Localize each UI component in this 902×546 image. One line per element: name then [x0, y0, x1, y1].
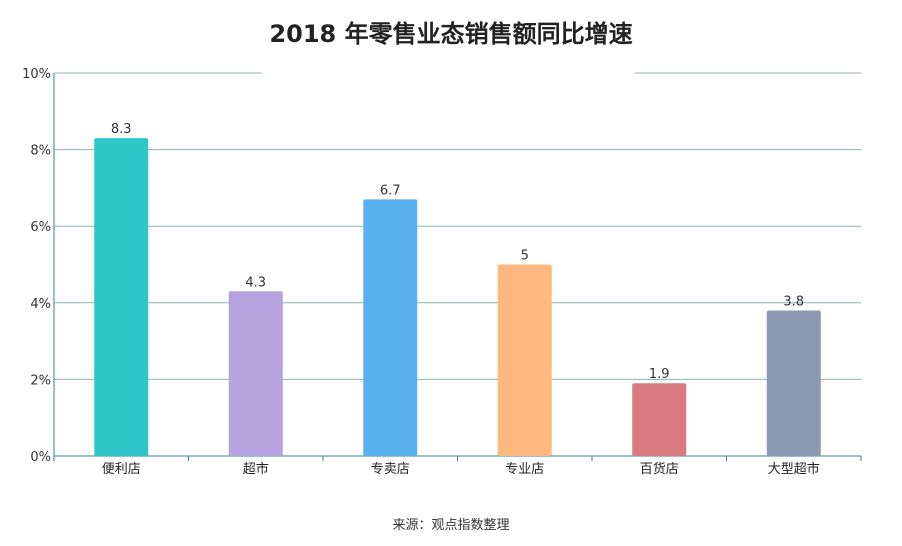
y-tick-label: 10% — [22, 67, 51, 82]
data-label: 5 — [521, 249, 529, 264]
x-tick-label: 便利店 — [102, 462, 141, 477]
chart-title: 2018 年零售业态销售额同比增速 — [269, 20, 633, 48]
data-label: 6.7 — [380, 183, 401, 198]
bar — [766, 310, 821, 456]
source-note: 来源：观点指数整理 — [392, 518, 510, 533]
y-tick-label: 6% — [30, 220, 51, 235]
x-tick-label: 百货店 — [640, 461, 679, 477]
data-label: 4.3 — [245, 275, 266, 290]
y-tick-label: 2% — [30, 373, 51, 388]
y-tick-label: 4% — [30, 297, 51, 312]
bar — [94, 138, 149, 457]
data-label: 3.8 — [783, 294, 804, 309]
x-tick-label: 专业店 — [505, 462, 544, 477]
y-tick-label: 8% — [30, 144, 51, 159]
data-label: 1.9 — [649, 367, 670, 382]
bar — [632, 383, 687, 456]
bar — [497, 264, 552, 456]
bar — [228, 291, 283, 456]
x-tick-label: 专卖店 — [371, 462, 410, 477]
bar — [363, 199, 418, 456]
x-tick-label: 大型超市 — [768, 461, 820, 477]
data-label: 8.3 — [111, 122, 132, 137]
x-tick-label: 超市 — [243, 461, 269, 477]
y-tick-label: 0% — [30, 450, 51, 465]
